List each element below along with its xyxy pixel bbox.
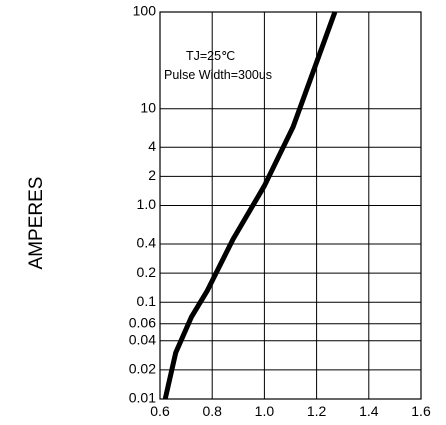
plot-frame [159,11,422,400]
x-tick-labels: 0.6 0.8 1.0 1.2 1.4 1.6 [150,403,431,419]
y-tick-label: 0.01 [129,390,156,406]
y-tick-label: 0.1 [137,293,157,309]
y-tick-label: 0.04 [129,332,156,348]
series-layer [162,11,338,400]
y-tick-label: 0.06 [129,314,156,330]
y-tick-label: 2 [148,167,156,183]
series-line [162,11,338,400]
x-tick-label: 1.0 [255,403,275,419]
annotation-pulse-width: Pulse Width=300us [164,68,272,82]
x-tick-label: 1.4 [359,403,379,419]
x-tick-label: 0.6 [150,403,170,419]
x-tick-label: 1.2 [307,403,327,419]
y-tick-label: 0.02 [129,361,156,377]
y-tick-label: 4 [148,138,156,154]
y-tick-label: 1.0 [137,196,157,212]
y-tick-label: 0.4 [137,235,157,251]
y-tick-label: 100 [133,3,157,19]
annotation-tj: TJ=25℃ [186,49,235,63]
y-axis-label: AMPERES [26,177,47,270]
y-tick-label: 10 [140,100,156,116]
x-tick-label: 1.6 [411,403,431,419]
y-tick-label: 0.2 [137,264,157,280]
y-tick-labels: 100 10 4 2 1.0 0.4 0.2 0.1 0.06 0.04 0.02 0.01 [129,3,156,406]
x-tick-label: 0.8 [202,403,222,419]
